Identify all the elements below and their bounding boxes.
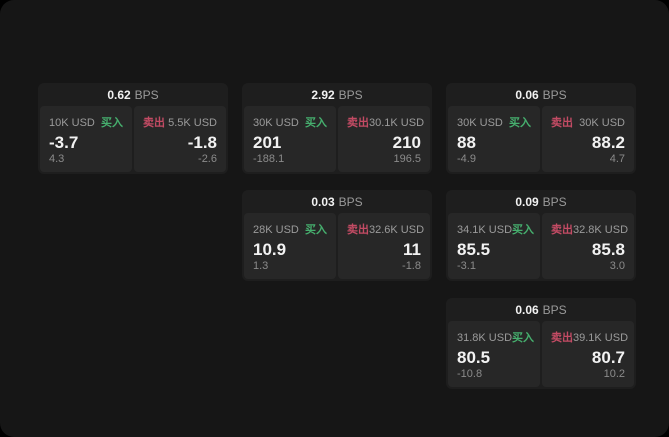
buy-price: 85.5 [457,239,491,259]
buy-panel[interactable]: 31.8K USD 买入 80.5 -10.8 [448,321,540,387]
bps-value: 0.03 [311,194,335,209]
sell-price: 85.8 [591,239,625,259]
bps-value: 2.92 [311,87,335,102]
bps-value: 0.09 [515,194,539,209]
sell-panel[interactable]: 卖出 39.1K USD 80.7 10.2 [542,321,634,387]
buy-delta: -4.9 [457,153,476,165]
sell-delta: 4.7 [609,153,625,165]
bps-value: 0.06 [515,302,539,317]
buy-price: -3.7 [49,132,79,152]
quote-card: 0.03 BPS 28K USD 买入 10.9 1.3 卖出 32.6K US… [242,190,432,281]
sell-delta: -2.6 [198,153,217,165]
quote-body: 10K USD 买入 -3.7 4.3 卖出 5.5K USD -1.8 -2.… [40,106,226,172]
buy-panel[interactable]: 30K USD 买入 201 -188.1 [244,106,336,172]
sell-panel[interactable]: 卖出 32.8K USD 85.8 3.0 [542,213,634,279]
buy-price: 201 [253,132,282,152]
sell-panel[interactable]: 卖出 32.6K USD 11 -1.8 [338,213,430,279]
buy-side-label: 买入 [101,117,123,129]
buy-delta: 4.3 [49,153,65,165]
sell-panel[interactable]: 卖出 30.1K USD 210 196.5 [338,106,430,172]
sell-amount: 39.1K USD [573,332,629,344]
buy-side-label: 买入 [512,224,535,236]
quote-card: 2.92 BPS 30K USD 买入 201 -188.1 卖出 30.1K … [242,83,432,174]
bps-unit: BPS [542,87,567,102]
sell-panel[interactable]: 卖出 5.5K USD -1.8 -2.6 [134,106,226,172]
bps-value: 0.62 [107,87,131,102]
quote-body: 28K USD 买入 10.9 1.3 卖出 32.6K USD 11 -1.8 [244,213,430,279]
buy-delta: -3.1 [457,260,476,272]
sell-panel[interactable]: 卖出 30K USD 88.2 4.7 [542,106,634,172]
bps-header: 0.03 BPS [244,190,430,213]
buy-delta: -10.8 [457,368,483,380]
bps-unit: BPS [338,194,363,209]
buy-amount: 34.1K USD [457,224,513,236]
buy-price: 10.9 [253,239,287,259]
buy-side-label: 买入 [305,224,327,236]
buy-panel[interactable]: 28K USD 买入 10.9 1.3 [244,213,336,279]
sell-price: 80.7 [591,347,625,367]
buy-side-label: 买入 [305,117,327,129]
sell-side-label: 卖出 [551,332,573,344]
buy-amount: 30K USD [457,117,503,129]
sell-side-label: 卖出 [143,117,165,129]
quote-card: 0.09 BPS 34.1K USD 买入 85.5 -3.1 卖出 32.8K… [446,190,636,281]
buy-amount: 28K USD [253,224,299,236]
buy-amount: 30K USD [253,117,299,129]
sell-delta: -1.8 [402,260,421,272]
quote-body: 30K USD 买入 88 -4.9 卖出 30K USD 88.2 4.7 [448,106,634,172]
sell-price: 210 [392,132,421,152]
sell-delta: 10.2 [603,368,625,380]
quote-body: 34.1K USD 买入 85.5 -3.1 卖出 32.8K USD 85.8… [448,213,634,279]
quote-body: 31.8K USD 买入 80.5 -10.8 卖出 39.1K USD 80.… [448,321,634,387]
buy-amount: 10K USD [49,117,95,129]
sell-amount: 5.5K USD [168,117,217,129]
quote-card: 0.06 BPS 30K USD 买入 88 -4.9 卖出 30K USD 8… [446,83,636,174]
sell-amount: 30.1K USD [369,117,425,129]
bps-unit: BPS [542,302,567,317]
bps-unit: BPS [338,87,363,102]
buy-side-label: 买入 [509,117,531,129]
bps-unit: BPS [134,87,159,102]
sell-price: -1.8 [187,132,217,152]
sell-delta: 3.0 [609,260,625,272]
bps-header: 0.06 BPS [448,298,634,321]
bps-header: 0.62 BPS [40,83,226,106]
sell-delta: 196.5 [393,153,421,165]
bps-header: 0.09 BPS [448,190,634,213]
buy-price: 80.5 [457,347,491,367]
buy-panel[interactable]: 34.1K USD 买入 85.5 -3.1 [448,213,540,279]
bps-value: 0.06 [515,87,539,102]
bps-header: 0.06 BPS [448,83,634,106]
quote-card: 0.06 BPS 31.8K USD 买入 80.5 -10.8 卖出 39.1… [446,298,636,389]
buy-delta: -188.1 [253,153,285,165]
bps-header: 2.92 BPS [244,83,430,106]
buy-panel[interactable]: 30K USD 买入 88 -4.9 [448,106,540,172]
buy-amount: 31.8K USD [457,332,513,344]
sell-amount: 30K USD [579,117,625,129]
buy-delta: 1.3 [253,260,269,272]
quote-body: 30K USD 买入 201 -188.1 卖出 30.1K USD 210 1… [244,106,430,172]
sell-amount: 32.8K USD [573,224,629,236]
buy-panel[interactable]: 10K USD 买入 -3.7 4.3 [40,106,132,172]
sell-price: 88.2 [591,132,625,152]
sell-side-label: 卖出 [347,224,369,236]
bps-unit: BPS [542,194,567,209]
quote-card: 0.62 BPS 10K USD 买入 -3.7 4.3 卖出 5.5K USD… [38,83,228,174]
sell-side-label: 卖出 [551,117,573,129]
sell-side-label: 卖出 [551,224,573,236]
buy-side-label: 买入 [512,332,535,344]
sell-price: 11 [403,239,421,259]
buy-price: 88 [457,132,476,152]
sell-side-label: 卖出 [347,117,369,129]
sell-amount: 32.6K USD [369,224,425,236]
